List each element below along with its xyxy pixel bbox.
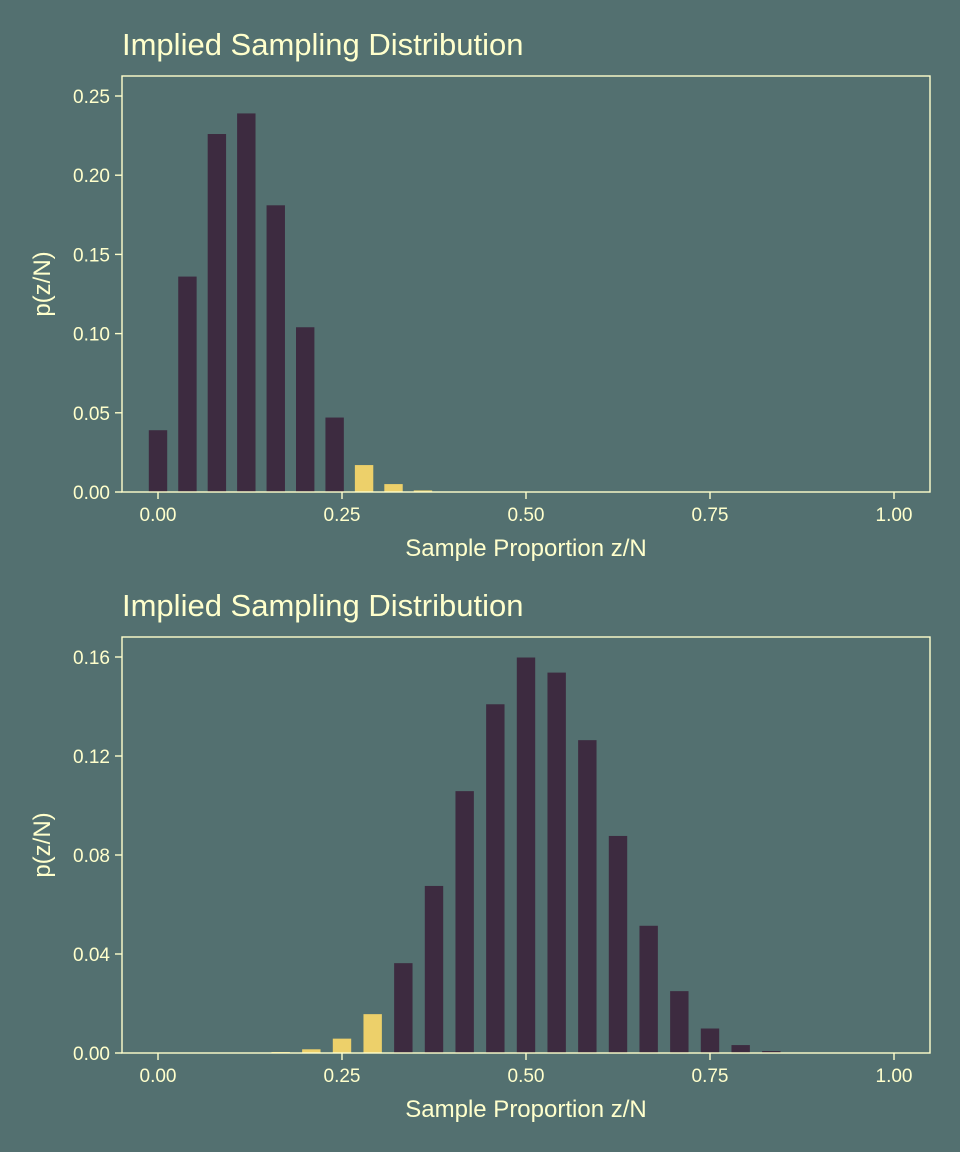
bar (516, 657, 536, 1053)
x-axis-label: Sample Proportion z/N (405, 1096, 646, 1123)
bar (178, 276, 197, 492)
bar (700, 1028, 720, 1053)
y-axis: 0.00 0.05 0.10 0.15 0.20 0.25 (73, 87, 122, 504)
chart-title: Implied Sampling Distribution (122, 27, 523, 62)
y-tick-label: 0.08 (73, 846, 110, 867)
x-tick-label: 1.00 (876, 1066, 913, 1087)
y-axis-label: p(z/N) (29, 812, 56, 877)
bar (547, 672, 566, 1053)
bar (578, 740, 597, 1053)
bar (325, 417, 344, 492)
x-tick-label: 0.50 (508, 1066, 545, 1087)
bar (332, 1038, 352, 1053)
bar (207, 134, 227, 492)
bar (455, 791, 474, 1053)
x-tick-label: 0.50 (508, 505, 545, 526)
bar (296, 327, 315, 492)
y-tick-label: 0.04 (73, 945, 110, 966)
y-tick-label: 0.05 (73, 404, 110, 425)
y-tick-label: 0.25 (73, 87, 110, 108)
bar (424, 885, 444, 1053)
x-axis: 0.00 0.25 0.50 0.75 1.00 (140, 492, 913, 526)
bar (670, 991, 689, 1054)
x-axis: 0.00 0.25 0.50 0.75 1.00 (140, 1053, 913, 1087)
bar (148, 430, 168, 492)
chart-bottom: Implied Sampling Distribution 0.000.040.… (29, 588, 931, 1123)
bars-group (148, 113, 521, 493)
bar (394, 963, 413, 1053)
bar (731, 1045, 750, 1053)
bar (486, 704, 505, 1053)
bar (608, 835, 628, 1053)
x-tick-label: 0.25 (324, 1066, 361, 1087)
x-tick-label: 0.75 (692, 1066, 729, 1087)
bar (413, 490, 433, 492)
y-axis-label: p(z/N) (29, 251, 56, 316)
y-tick-label: 0.15 (73, 245, 110, 266)
bars-group (240, 657, 812, 1054)
chart-title: Implied Sampling Distribution (122, 588, 523, 623)
x-tick-label: 0.25 (324, 505, 361, 526)
y-tick-label: 0.16 (73, 648, 110, 669)
bar (639, 925, 658, 1053)
y-tick-label: 0.10 (73, 325, 110, 346)
x-tick-label: 0.00 (140, 505, 177, 526)
bar (266, 205, 285, 493)
y-tick-label: 0.00 (73, 483, 110, 504)
y-tick-label: 0.00 (73, 1044, 110, 1065)
bar (363, 1014, 382, 1053)
x-tick-label: 0.00 (140, 1066, 177, 1087)
x-tick-label: 0.75 (692, 505, 729, 526)
x-axis-label: Sample Proportion z/N (405, 535, 646, 562)
y-axis: 0.00 0.04 0.08 0.12 0.16 (73, 648, 122, 1065)
bar (384, 484, 403, 492)
bar (762, 1051, 781, 1053)
bar (354, 465, 374, 492)
y-tick-label: 0.12 (73, 747, 110, 768)
chart-top: Implied Sampling Distribution 0.000.050.… (29, 27, 931, 562)
bar (302, 1049, 321, 1053)
bar (237, 113, 256, 493)
y-tick-label: 0.20 (73, 166, 110, 187)
x-tick-label: 1.00 (876, 505, 913, 526)
